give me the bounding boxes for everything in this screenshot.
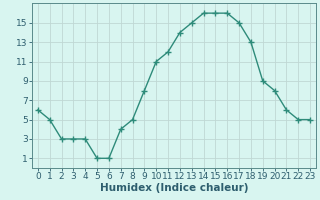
X-axis label: Humidex (Indice chaleur): Humidex (Indice chaleur) <box>100 183 248 193</box>
